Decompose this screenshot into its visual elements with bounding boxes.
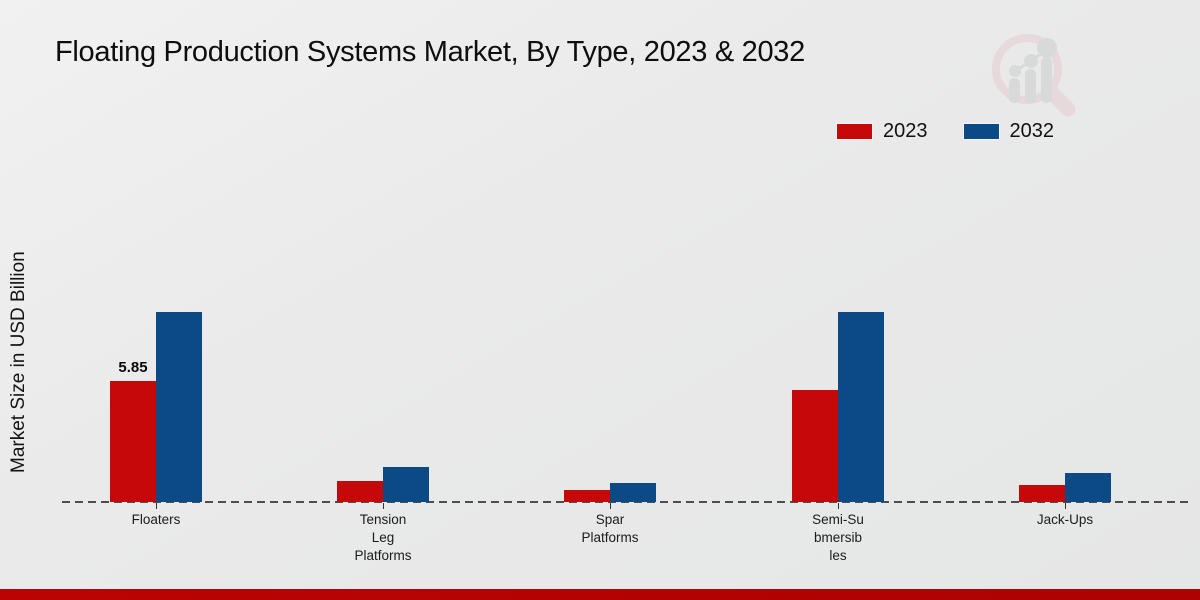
legend-swatch (836, 123, 873, 140)
x-tick (610, 503, 611, 509)
x-tick (1065, 503, 1066, 509)
footer-stripe (0, 589, 1200, 600)
bar-2032-jack-ups (1065, 473, 1111, 502)
legend-label: 2032 (1009, 120, 1055, 142)
bar-2023-spar-platforms (564, 490, 610, 502)
x-category-label: Tension Leg Platforms (354, 512, 412, 563)
legend-item-2023: 2023 (836, 120, 928, 143)
data-label: 5.85 (118, 359, 148, 376)
x-category-label: Jack-Ups (1036, 512, 1094, 527)
legend-label: 2023 (883, 120, 928, 142)
bar-2032-tension-leg-platforms (383, 467, 429, 502)
legend-swatch (962, 123, 1000, 140)
bar-2023-jack-ups (1019, 485, 1065, 502)
magnifier-bar-chart-logo-icon (992, 34, 1076, 117)
x-tick (156, 503, 157, 509)
bar-2032-semi-submersibles (838, 312, 884, 502)
x-category-label: Spar Platforms (581, 512, 639, 545)
bar-2023-floaters (110, 381, 156, 502)
x-category-label: Semi-Su bmersib les (812, 512, 864, 563)
bar-2023-tension-leg-platforms (337, 481, 383, 502)
x-category-label: Floaters (131, 512, 181, 527)
bar-2023-semi-submersibles (792, 390, 838, 502)
x-tick (838, 503, 839, 509)
chart-title: Floating Production Systems Market, By T… (55, 36, 805, 68)
bar-2032-floaters (156, 312, 202, 502)
legend: 2023 2032 (836, 120, 1055, 143)
legend-item-2032: 2032 (962, 120, 1055, 143)
bar-2032-spar-platforms (610, 483, 656, 502)
x-tick (383, 503, 384, 509)
